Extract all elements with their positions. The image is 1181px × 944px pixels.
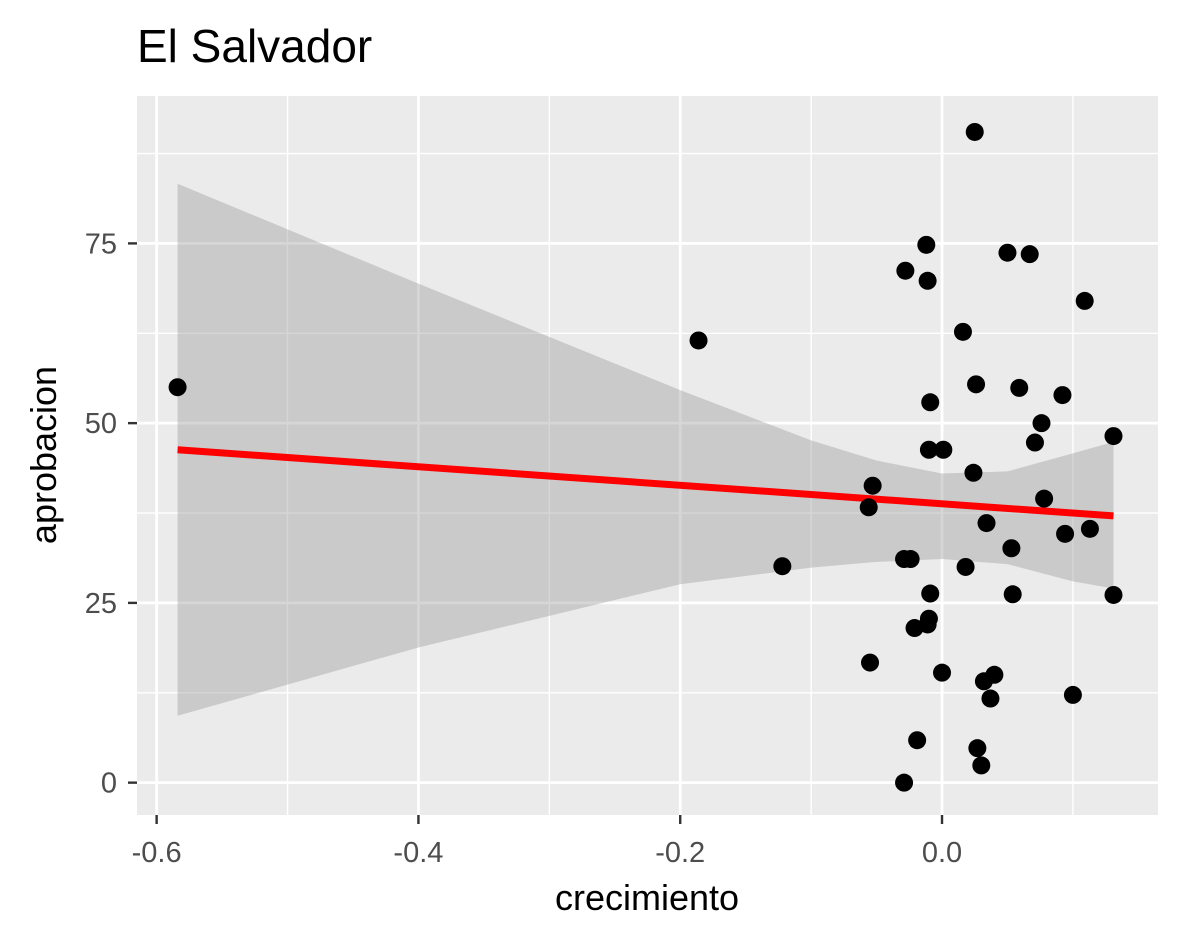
data-point — [921, 393, 940, 412]
data-point — [1104, 427, 1123, 446]
x-tick-label: -0.4 — [393, 837, 443, 869]
data-point — [933, 663, 952, 682]
data-point — [1020, 245, 1039, 264]
data-point — [964, 463, 983, 482]
data-point — [953, 322, 972, 341]
data-point — [972, 756, 991, 775]
grid-lines — [137, 96, 1158, 815]
data-point — [998, 243, 1017, 262]
data-point — [859, 498, 878, 517]
y-tick-label: 0 — [101, 768, 117, 800]
data-point — [1056, 524, 1075, 543]
data-point — [1063, 685, 1082, 704]
data-point — [896, 261, 915, 280]
data-point — [861, 653, 880, 672]
y-tick-label: 50 — [85, 408, 117, 440]
data-point — [919, 440, 938, 459]
data-point — [773, 557, 792, 576]
data-point — [934, 440, 953, 459]
data-point — [689, 331, 708, 350]
y-tick-label: 25 — [85, 588, 117, 620]
data-point — [917, 235, 936, 254]
data-point — [974, 672, 993, 691]
data-point — [1104, 585, 1123, 604]
data-point — [1053, 386, 1072, 405]
confidence-band-layer — [177, 183, 1114, 716]
data-point — [901, 550, 920, 569]
data-point — [977, 514, 996, 533]
confidence-band — [177, 183, 1114, 716]
data-point — [1075, 291, 1094, 310]
data-point — [967, 375, 986, 394]
data-point — [1010, 378, 1029, 397]
data-point — [863, 476, 882, 495]
x-axis-title: crecimiento — [555, 877, 739, 918]
y-tick-label: 75 — [85, 228, 117, 260]
data-point — [905, 619, 924, 638]
data-point — [1035, 489, 1054, 508]
fit-line-layer — [177, 446, 1114, 520]
data-point — [956, 557, 975, 576]
x-tick-label: 0.0 — [922, 837, 962, 869]
data-point — [968, 739, 987, 758]
data-point — [921, 584, 940, 603]
regression-line — [177, 446, 1114, 520]
data-point — [168, 378, 187, 397]
x-tick-label: -0.6 — [132, 837, 182, 869]
data-point — [1002, 539, 1021, 558]
data-points — [168, 122, 1123, 792]
x-tick-label: -0.2 — [655, 837, 705, 869]
data-point — [908, 731, 927, 750]
y-axis-title: aprobacion — [23, 366, 64, 544]
data-point — [981, 689, 1000, 708]
data-point — [1080, 519, 1099, 538]
data-point — [1003, 585, 1022, 604]
data-point — [895, 773, 914, 792]
data-point — [918, 271, 937, 290]
chart-title: El Salvador — [137, 20, 372, 72]
data-point — [1032, 414, 1051, 433]
data-point — [1025, 433, 1044, 452]
axes: -0.6 -0.4 -0.2 0.0 0 25 50 75 — [85, 228, 962, 869]
data-point — [965, 122, 984, 141]
